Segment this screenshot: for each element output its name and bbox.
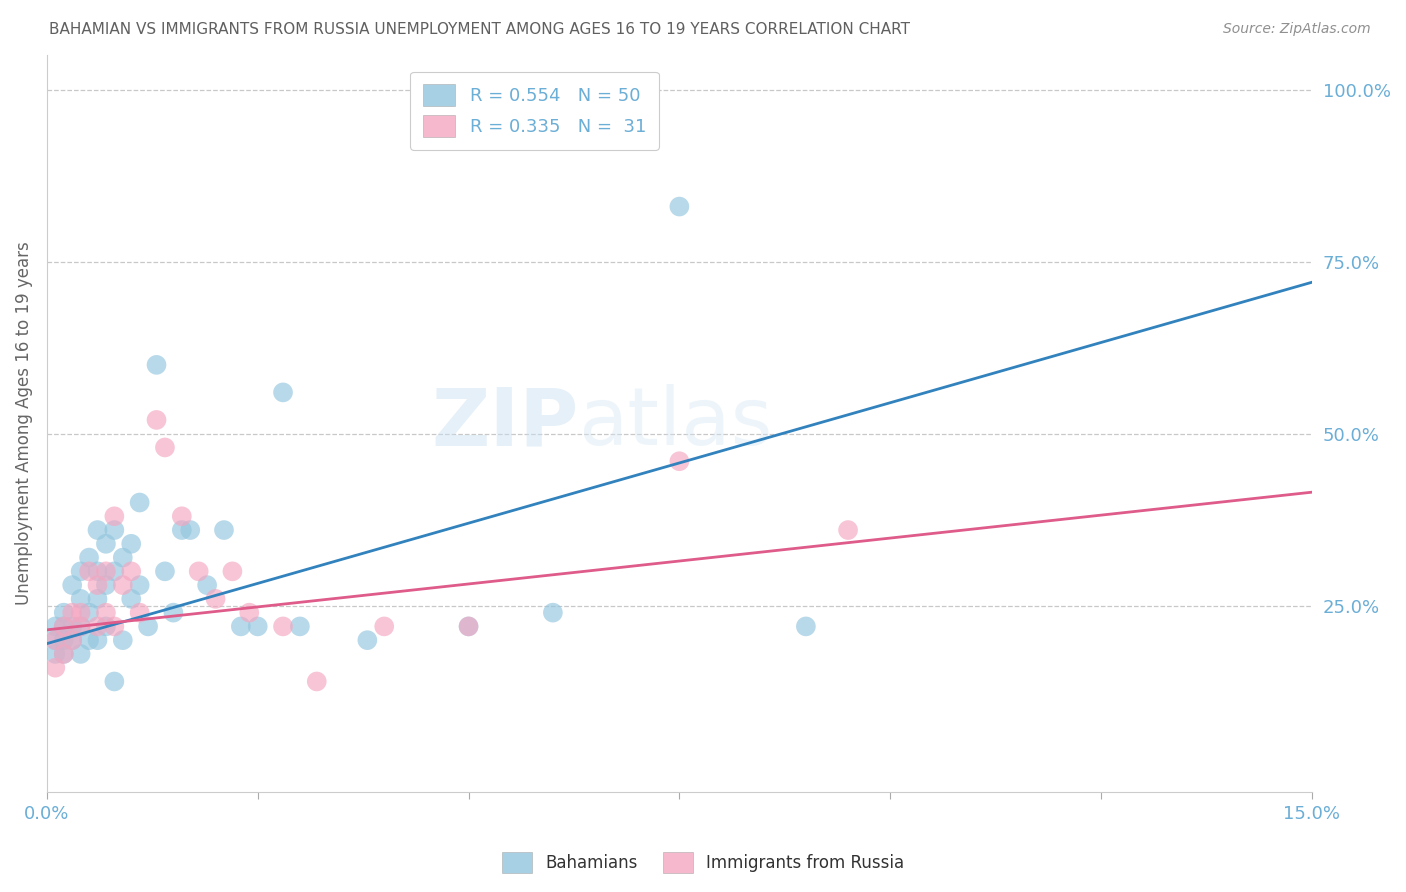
Point bbox=[457, 619, 479, 633]
Point bbox=[120, 565, 142, 579]
Point bbox=[204, 591, 226, 606]
Point bbox=[145, 358, 167, 372]
Point bbox=[288, 619, 311, 633]
Point bbox=[94, 619, 117, 633]
Text: Source: ZipAtlas.com: Source: ZipAtlas.com bbox=[1223, 22, 1371, 37]
Point bbox=[52, 619, 75, 633]
Point bbox=[86, 565, 108, 579]
Legend: Bahamians, Immigrants from Russia: Bahamians, Immigrants from Russia bbox=[495, 846, 911, 880]
Point bbox=[128, 606, 150, 620]
Text: BAHAMIAN VS IMMIGRANTS FROM RUSSIA UNEMPLOYMENT AMONG AGES 16 TO 19 YEARS CORREL: BAHAMIAN VS IMMIGRANTS FROM RUSSIA UNEMP… bbox=[49, 22, 910, 37]
Point bbox=[77, 550, 100, 565]
Point bbox=[111, 633, 134, 648]
Point bbox=[111, 578, 134, 592]
Point bbox=[170, 523, 193, 537]
Point bbox=[187, 565, 209, 579]
Point bbox=[69, 647, 91, 661]
Point bbox=[44, 619, 66, 633]
Point bbox=[668, 200, 690, 214]
Point bbox=[170, 509, 193, 524]
Legend: R = 0.554   N = 50, R = 0.335   N =  31: R = 0.554 N = 50, R = 0.335 N = 31 bbox=[411, 71, 659, 150]
Point bbox=[60, 619, 83, 633]
Point bbox=[111, 550, 134, 565]
Point bbox=[212, 523, 235, 537]
Point bbox=[541, 606, 564, 620]
Point bbox=[457, 619, 479, 633]
Point bbox=[271, 619, 294, 633]
Point bbox=[246, 619, 269, 633]
Point bbox=[86, 523, 108, 537]
Point bbox=[52, 606, 75, 620]
Point bbox=[271, 385, 294, 400]
Point bbox=[86, 578, 108, 592]
Point bbox=[195, 578, 218, 592]
Point bbox=[128, 578, 150, 592]
Point bbox=[162, 606, 184, 620]
Point bbox=[103, 565, 125, 579]
Point bbox=[86, 619, 108, 633]
Point bbox=[69, 606, 91, 620]
Point bbox=[120, 591, 142, 606]
Point bbox=[94, 537, 117, 551]
Point bbox=[94, 578, 117, 592]
Point bbox=[238, 606, 260, 620]
Point bbox=[44, 647, 66, 661]
Point bbox=[86, 591, 108, 606]
Point bbox=[60, 606, 83, 620]
Point bbox=[179, 523, 201, 537]
Point bbox=[229, 619, 252, 633]
Point bbox=[103, 619, 125, 633]
Point bbox=[77, 565, 100, 579]
Point bbox=[668, 454, 690, 468]
Point bbox=[305, 674, 328, 689]
Point bbox=[94, 565, 117, 579]
Point bbox=[60, 633, 83, 648]
Point bbox=[837, 523, 859, 537]
Point bbox=[60, 578, 83, 592]
Point bbox=[69, 591, 91, 606]
Point bbox=[153, 441, 176, 455]
Point bbox=[153, 565, 176, 579]
Point bbox=[44, 633, 66, 648]
Point bbox=[44, 633, 66, 648]
Point bbox=[52, 647, 75, 661]
Y-axis label: Unemployment Among Ages 16 to 19 years: Unemployment Among Ages 16 to 19 years bbox=[15, 242, 32, 606]
Point bbox=[221, 565, 243, 579]
Point bbox=[86, 633, 108, 648]
Point bbox=[52, 633, 75, 648]
Point bbox=[77, 606, 100, 620]
Point bbox=[136, 619, 159, 633]
Point bbox=[794, 619, 817, 633]
Point bbox=[103, 674, 125, 689]
Point bbox=[356, 633, 378, 648]
Point bbox=[69, 565, 91, 579]
Point bbox=[103, 509, 125, 524]
Point bbox=[373, 619, 395, 633]
Point bbox=[52, 619, 75, 633]
Text: ZIP: ZIP bbox=[430, 384, 578, 462]
Point bbox=[145, 413, 167, 427]
Point bbox=[52, 647, 75, 661]
Point bbox=[69, 619, 91, 633]
Text: atlas: atlas bbox=[578, 384, 772, 462]
Point bbox=[77, 633, 100, 648]
Point bbox=[128, 495, 150, 509]
Point bbox=[94, 606, 117, 620]
Point bbox=[69, 619, 91, 633]
Point bbox=[120, 537, 142, 551]
Point bbox=[60, 633, 83, 648]
Point bbox=[103, 523, 125, 537]
Point bbox=[44, 661, 66, 675]
